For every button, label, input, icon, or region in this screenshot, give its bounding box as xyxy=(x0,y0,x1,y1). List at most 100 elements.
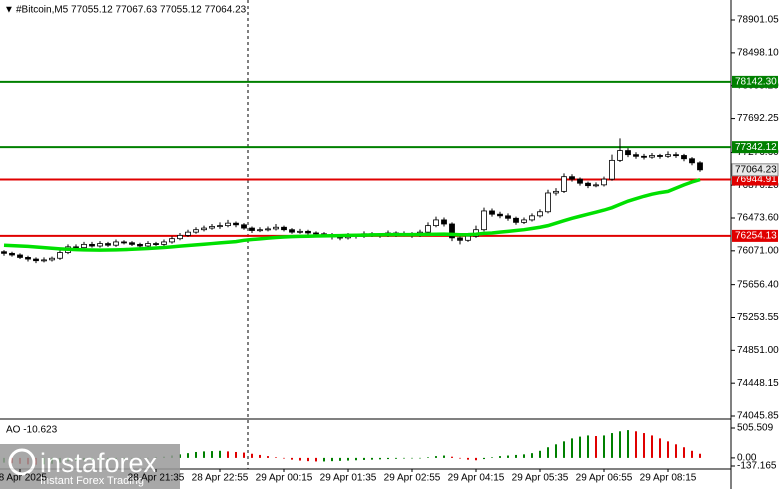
candle-body xyxy=(577,178,583,184)
ao-bar xyxy=(219,450,221,458)
candle-body xyxy=(569,176,575,180)
level-label-bg xyxy=(732,173,778,186)
candle-body xyxy=(649,155,655,158)
ao-bar xyxy=(507,455,509,458)
ao-bar xyxy=(483,457,485,460)
y-tick-label: 75253.55 xyxy=(737,312,779,323)
candle-body xyxy=(233,222,239,226)
candle-body xyxy=(465,235,471,241)
y-tick-label: 78498.10 xyxy=(737,48,779,59)
candle-body xyxy=(497,213,503,217)
ao-bar xyxy=(291,457,293,460)
candle-body xyxy=(185,231,191,236)
candle-body xyxy=(593,184,599,187)
y-tick-label: 74448.15 xyxy=(737,378,779,389)
candle-body xyxy=(57,252,63,259)
ao-bar xyxy=(475,457,477,461)
candle-body xyxy=(609,159,615,180)
level-label-bg xyxy=(732,75,778,88)
ao-bar xyxy=(659,438,661,458)
ao-bar xyxy=(315,457,317,462)
candle-body xyxy=(313,232,319,235)
candle-body xyxy=(305,230,311,234)
candle-body xyxy=(217,225,223,228)
ao-bar xyxy=(419,457,421,459)
ao-bar xyxy=(531,453,533,458)
candle-body xyxy=(209,226,215,229)
ao-bar xyxy=(611,433,613,458)
candle-body xyxy=(641,155,647,158)
candle-body xyxy=(137,243,143,247)
candle-body xyxy=(41,259,47,262)
ao-bar xyxy=(651,435,653,458)
ao-bar xyxy=(579,436,581,458)
candle-body xyxy=(681,155,687,160)
ao-bar xyxy=(267,456,269,458)
ao-bar xyxy=(195,451,197,458)
ao-bar xyxy=(635,431,637,458)
x-tick-label: 28 Apr 22:55 xyxy=(192,473,249,484)
ao-bar xyxy=(539,450,541,458)
x-tick-label: 29 Apr 04:15 xyxy=(448,473,505,484)
x-tick-label: 28 Apr 2025 xyxy=(0,473,47,484)
candle-body xyxy=(1,251,7,254)
ao-bar xyxy=(675,444,677,458)
x-tick-label: 28 Apr 21:35 xyxy=(128,473,185,484)
ao-bar xyxy=(435,456,437,458)
candle-body xyxy=(97,243,103,247)
ao-bar xyxy=(339,457,341,461)
y-tick-label: 76071.00 xyxy=(737,245,779,256)
candle-body xyxy=(449,223,455,239)
level-label: 76254.13 xyxy=(735,231,777,242)
candle-body xyxy=(249,227,255,231)
y-tick-label: 74851.00 xyxy=(737,345,779,356)
candle-body xyxy=(625,150,631,156)
candle-body xyxy=(673,154,679,157)
ao-bar xyxy=(403,457,405,459)
candle-body xyxy=(481,210,487,231)
x-tick-label: 29 Apr 05:35 xyxy=(512,473,569,484)
ao-bar xyxy=(595,436,597,458)
logo-icon xyxy=(8,448,36,476)
candle-body xyxy=(697,162,703,171)
logo-tagline: Instant Forex Trading xyxy=(40,475,144,487)
ao-bar xyxy=(691,450,693,458)
candle-body xyxy=(513,217,519,223)
ao-bar xyxy=(411,457,413,459)
candle-body xyxy=(25,257,31,260)
ao-bar xyxy=(491,457,493,458)
moving-average xyxy=(3,177,701,252)
ao-bar xyxy=(683,447,685,458)
ao-bar xyxy=(363,457,365,460)
candle-body xyxy=(521,219,527,223)
ao-bar xyxy=(587,435,589,458)
ao-tick-label: 0.00 xyxy=(737,453,757,464)
candle-body xyxy=(529,215,535,221)
menu-icon[interactable]: ▼ xyxy=(4,5,14,16)
y-tick-label: 78901.05 xyxy=(737,15,779,26)
level-label: 77342.12 xyxy=(735,142,777,153)
candle-body xyxy=(9,252,15,256)
price-label: 77064.23 xyxy=(735,164,777,175)
candle-body xyxy=(617,150,623,161)
candle-body xyxy=(193,229,199,233)
x-tick-label: 29 Apr 08:15 xyxy=(640,473,697,484)
chart-title: #Bitcoin,M5 77055.12 77067.63 77055.12 7… xyxy=(16,5,247,16)
ao-bar xyxy=(211,451,213,458)
ao-bar xyxy=(323,457,325,462)
candle-body xyxy=(441,219,447,225)
ao-bar xyxy=(571,438,573,458)
ao-bar xyxy=(443,455,445,458)
candle-body xyxy=(425,225,431,233)
candle-body xyxy=(129,242,135,245)
ao-bar xyxy=(299,457,301,461)
candle-body xyxy=(89,243,95,247)
candle-body xyxy=(489,210,495,215)
candle-body xyxy=(241,224,247,229)
ao-bar xyxy=(395,457,397,459)
candle-body xyxy=(177,235,183,240)
candle-body xyxy=(201,227,207,231)
candle-body xyxy=(169,238,175,243)
ao-bar xyxy=(355,457,357,461)
candle-body xyxy=(657,155,663,157)
